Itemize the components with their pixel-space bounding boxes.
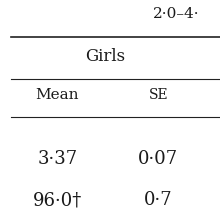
Text: 0·07: 0·07 (138, 150, 178, 168)
Text: 0·7: 0·7 (144, 191, 173, 209)
Text: SE: SE (148, 88, 168, 102)
Text: 96·0†: 96·0† (33, 191, 82, 209)
Text: 2·0–4·: 2·0–4· (153, 7, 199, 21)
Text: Girls: Girls (86, 48, 126, 65)
Text: 3·37: 3·37 (37, 150, 77, 168)
Text: Mean: Mean (35, 88, 79, 102)
